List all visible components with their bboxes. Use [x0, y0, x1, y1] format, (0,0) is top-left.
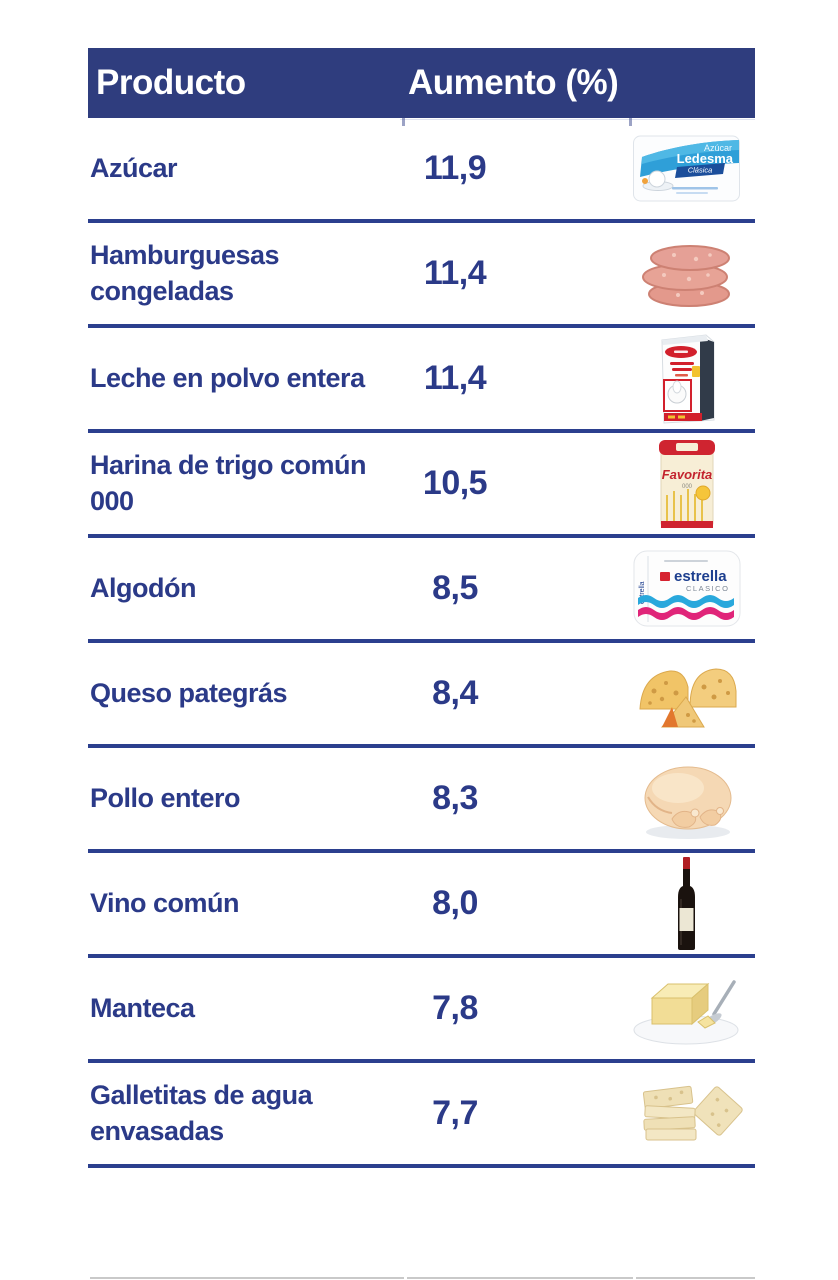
- flour-pack-icon: Favorita 000: [621, 433, 753, 534]
- increase-value: 8,0: [432, 884, 478, 922]
- table-row: Azúcar 11,9 Azúcar Ledesma Clásica: [88, 118, 755, 223]
- sugar-pack-icon: Azúcar Ledesma Clásica: [621, 118, 753, 219]
- crackers-icon: [621, 1063, 753, 1164]
- increase-value: 7,7: [432, 1094, 478, 1132]
- column-tick: [402, 118, 405, 126]
- product-name: Hamburguesas congeladas: [90, 240, 280, 306]
- increase-value: 7,8: [432, 989, 478, 1027]
- product-name: Harina de trigo común 000: [90, 450, 367, 516]
- table-row: Galletitas de agua envasadas 7,7: [88, 1063, 755, 1168]
- product-name: Queso pategrás: [90, 677, 288, 708]
- whole-chicken-icon: [621, 748, 753, 849]
- increase-value: 8,5: [432, 569, 478, 607]
- table-row: Harina de trigo común 000 10,5 Favorita …: [88, 433, 755, 538]
- increase-value: 11,9: [423, 149, 487, 187]
- svg-text:000: 000: [682, 484, 693, 490]
- table-row: Queso pategrás 8,4: [88, 643, 755, 748]
- increase-value: 10,5: [422, 464, 488, 502]
- table-row: Manteca 7,8: [88, 958, 755, 1063]
- product-name: Vino común: [90, 887, 240, 918]
- header-increase: Aumento (%): [408, 63, 619, 102]
- table-row: Leche en polvo entera 11,4: [88, 328, 755, 433]
- butter-plate-icon: [621, 958, 753, 1059]
- milk-powder-pack-icon: [621, 328, 753, 429]
- header-hairline: [400, 119, 755, 120]
- table-row: Vino común 8,0: [88, 853, 755, 958]
- product-name: Azúcar: [90, 152, 178, 183]
- product-name: Leche en polvo entera: [90, 362, 365, 393]
- product-name: Pollo entero: [90, 782, 241, 813]
- svg-text:Clásica: Clásica: [688, 165, 713, 174]
- product-name: Algodón: [90, 572, 196, 603]
- wine-bottle-icon: [621, 853, 753, 954]
- cropped-table-border: [407, 1277, 633, 1279]
- increase-value: 8,3: [432, 779, 478, 817]
- cropped-table-border: [636, 1277, 755, 1279]
- svg-text:estrella: estrella: [639, 581, 646, 604]
- table-header: Producto Aumento (%): [88, 48, 755, 118]
- svg-text:Favorita: Favorita: [662, 467, 713, 482]
- header-product: Producto: [96, 63, 246, 102]
- svg-text:Azúcar: Azúcar: [704, 143, 732, 153]
- svg-text:estrella: estrella: [674, 568, 727, 585]
- product-name: Manteca: [90, 992, 195, 1023]
- table-row: Pollo entero 8,3: [88, 748, 755, 853]
- product-name: Galletitas de agua envasadas: [90, 1080, 313, 1146]
- cotton-pack-icon: estrella estrella CLASICO: [621, 538, 753, 639]
- price-increase-table: Producto Aumento (%) Azúcar 11,9 Azúcar …: [88, 48, 755, 1168]
- svg-text:CLASICO: CLASICO: [686, 584, 729, 593]
- increase-value: 8,4: [432, 674, 478, 712]
- table-row: Hamburguesas congeladas 11,4: [88, 223, 755, 328]
- column-tick: [629, 118, 632, 126]
- increase-value: 11,4: [423, 359, 487, 397]
- cheese-wedges-icon: [621, 643, 753, 744]
- increase-value: 11,4: [423, 254, 487, 292]
- burger-patties-icon: [621, 223, 753, 324]
- svg-text:Ledesma: Ledesma: [677, 151, 734, 166]
- table-row: Algodón 8,5 estrella estrella CLASICO: [88, 538, 755, 643]
- cropped-table-border: [90, 1277, 404, 1279]
